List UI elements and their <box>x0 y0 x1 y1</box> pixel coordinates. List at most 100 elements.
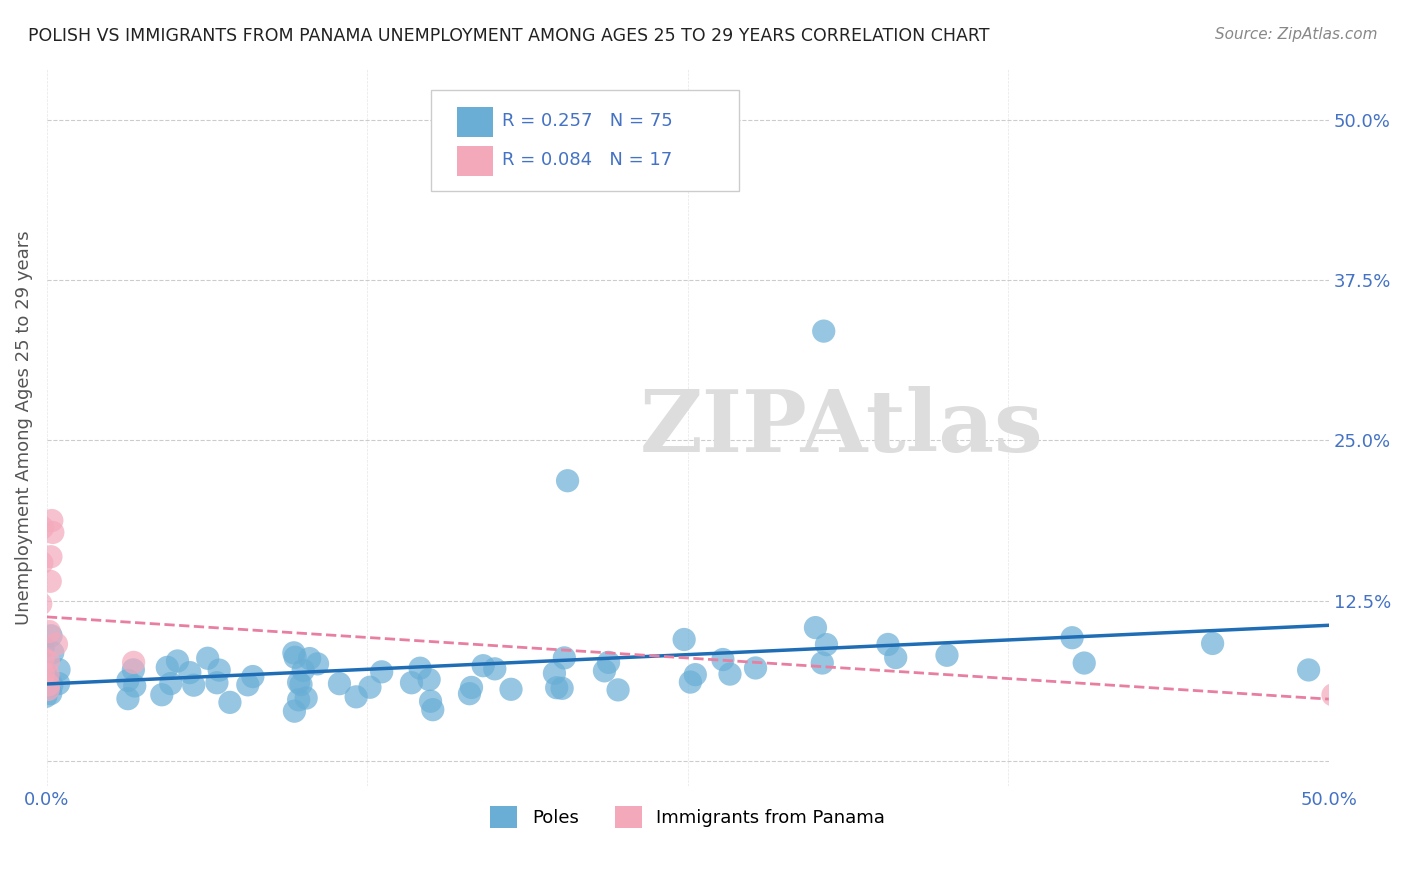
Poles <box>718 667 741 681</box>
Immigrants from Panama <box>45 637 67 651</box>
Immigrants from Panama <box>41 514 63 528</box>
Poles <box>484 662 506 676</box>
Poles <box>711 652 734 666</box>
Text: R = 0.257   N = 75: R = 0.257 N = 75 <box>502 112 672 130</box>
Poles <box>472 658 495 673</box>
Immigrants from Panama <box>31 556 53 570</box>
Immigrants from Panama <box>38 624 60 639</box>
Immigrants from Panama <box>38 678 60 692</box>
Poles <box>460 681 482 695</box>
Poles <box>409 661 432 675</box>
Text: POLISH VS IMMIGRANTS FROM PANAMA UNEMPLOYMENT AMONG AGES 25 TO 29 YEARS CORRELAT: POLISH VS IMMIGRANTS FROM PANAMA UNEMPLO… <box>28 27 990 45</box>
Poles <box>673 632 696 647</box>
Poles <box>813 324 835 338</box>
Poles <box>117 673 139 688</box>
Poles <box>122 663 145 677</box>
Poles <box>39 687 62 701</box>
Poles <box>117 691 139 706</box>
Poles <box>1201 636 1223 650</box>
Poles <box>205 675 228 690</box>
Poles <box>370 665 392 679</box>
Poles <box>307 657 329 671</box>
Poles <box>401 675 423 690</box>
Poles <box>42 646 65 660</box>
Poles <box>197 651 219 665</box>
Y-axis label: Unemployment Among Ages 25 to 29 years: Unemployment Among Ages 25 to 29 years <box>15 230 32 624</box>
Legend: Poles, Immigrants from Panama: Poles, Immigrants from Panama <box>484 798 893 835</box>
Immigrants from Panama <box>1322 688 1344 702</box>
Poles <box>284 650 307 665</box>
Poles <box>1073 656 1095 670</box>
Immigrants from Panama <box>39 574 62 589</box>
Poles <box>219 695 242 709</box>
Poles <box>679 675 702 690</box>
Immigrants from Panama <box>30 597 52 611</box>
Poles <box>124 679 146 693</box>
Text: R = 0.084   N = 17: R = 0.084 N = 17 <box>502 151 672 169</box>
Poles <box>553 651 575 665</box>
Poles <box>287 675 309 690</box>
Poles <box>359 680 381 694</box>
Poles <box>48 676 70 690</box>
Poles <box>328 676 350 690</box>
Poles <box>551 681 574 696</box>
Poles <box>295 691 318 706</box>
Poles <box>499 682 522 697</box>
Poles <box>815 638 838 652</box>
Poles <box>344 690 367 704</box>
Poles <box>156 660 179 674</box>
Poles <box>811 656 834 670</box>
Poles <box>298 651 321 665</box>
FancyBboxPatch shape <box>457 106 494 136</box>
Poles <box>884 650 907 665</box>
Poles <box>685 667 707 681</box>
Poles <box>208 663 231 677</box>
Immigrants from Panama <box>37 654 59 668</box>
Poles <box>48 663 70 677</box>
Poles <box>546 681 568 695</box>
Poles <box>593 664 616 678</box>
Immigrants from Panama <box>39 549 62 564</box>
Poles <box>877 637 900 651</box>
Immigrants from Panama <box>32 667 55 681</box>
Poles <box>1298 663 1320 677</box>
FancyBboxPatch shape <box>457 146 494 177</box>
FancyBboxPatch shape <box>432 90 740 191</box>
Immigrants from Panama <box>37 682 59 697</box>
Poles <box>166 654 188 668</box>
Poles <box>458 687 481 701</box>
Immigrants from Panama <box>32 651 55 665</box>
Poles <box>419 694 441 708</box>
Poles <box>292 664 315 678</box>
Poles <box>159 676 181 690</box>
Poles <box>150 688 173 702</box>
Immigrants from Panama <box>122 656 145 670</box>
Poles <box>39 629 62 643</box>
Poles <box>598 656 620 670</box>
Text: Source: ZipAtlas.com: Source: ZipAtlas.com <box>1215 27 1378 42</box>
Poles <box>744 661 766 675</box>
Poles <box>41 678 63 692</box>
Poles <box>35 690 58 704</box>
Poles <box>418 673 440 687</box>
Poles <box>34 672 56 686</box>
Poles <box>543 666 565 681</box>
Text: ZIPAtlas: ZIPAtlas <box>640 385 1043 469</box>
Poles <box>607 682 630 697</box>
Immigrants from Panama <box>42 525 65 540</box>
Poles <box>557 474 579 488</box>
Poles <box>183 678 205 692</box>
Poles <box>287 693 309 707</box>
Poles <box>1062 631 1084 645</box>
Poles <box>283 704 305 718</box>
Poles <box>236 678 259 692</box>
Immigrants from Panama <box>37 667 59 681</box>
Poles <box>804 621 827 635</box>
Poles <box>283 646 305 660</box>
Immigrants from Panama <box>31 521 53 535</box>
Poles <box>242 669 264 683</box>
Poles <box>422 703 444 717</box>
Poles <box>34 665 56 679</box>
Poles <box>179 665 201 680</box>
Poles <box>32 640 55 655</box>
